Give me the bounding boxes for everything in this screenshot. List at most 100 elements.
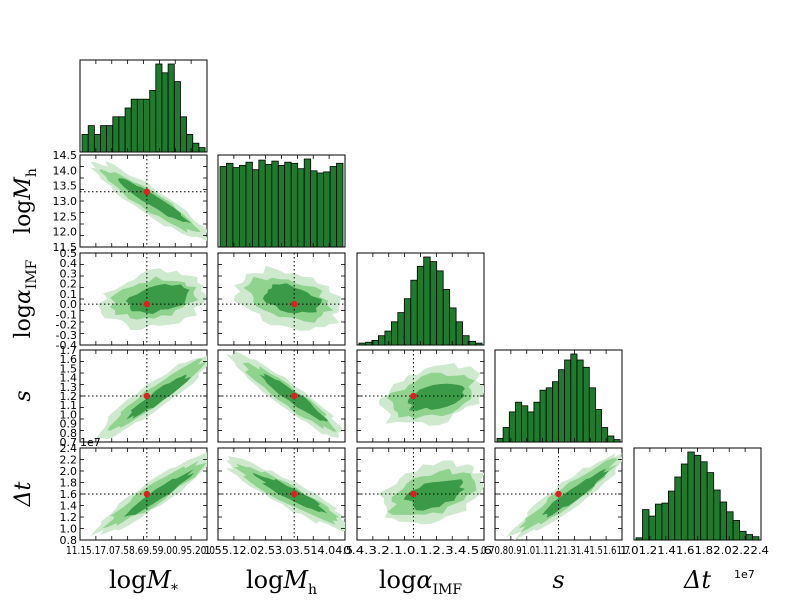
x-tick-labels: 0.4.3.2.1.0.1.2.3.4.5.6 xyxy=(343,544,492,557)
panel-Delta_t-vs-s xyxy=(494,447,623,541)
truth-marker xyxy=(410,490,417,498)
hist-bar xyxy=(161,72,169,153)
hist-bar xyxy=(732,520,740,541)
hist-bar xyxy=(245,161,253,248)
hist-bar xyxy=(219,166,227,248)
contours xyxy=(378,460,484,525)
axis-label-text: logMh xyxy=(246,566,317,598)
y-tick-label: 0.0 xyxy=(60,298,78,311)
hist-bar xyxy=(468,340,477,346)
contours xyxy=(233,265,341,331)
hist-bar xyxy=(264,163,273,248)
contour-inner xyxy=(126,374,191,420)
hist-bar xyxy=(706,472,715,541)
label-sub: IMF xyxy=(433,582,463,598)
hist-bar xyxy=(752,536,760,541)
hist-bar xyxy=(365,341,373,346)
label-var: s xyxy=(552,566,564,594)
hist-bar xyxy=(515,401,523,443)
hist-bar xyxy=(149,90,157,153)
axis-label-text: Δt xyxy=(683,566,711,594)
panel-Delta_t-vs-logMstar xyxy=(79,447,208,541)
hist-bar xyxy=(719,501,728,541)
x-tick-labels: 11.15.17.07.58.69.59.00.95.20.0 xyxy=(66,544,215,557)
label-fn: log xyxy=(109,566,147,594)
label-fn: log xyxy=(11,200,36,234)
truth-marker xyxy=(143,300,151,308)
contours xyxy=(96,355,207,440)
hist-bar xyxy=(545,387,553,443)
y-tick-label: 1.6 xyxy=(60,488,78,501)
axis-label-text: logαIMF xyxy=(379,566,463,598)
truth-marker xyxy=(555,490,562,498)
hist-bar xyxy=(462,335,470,346)
label-var: M xyxy=(11,177,36,201)
label-sub: h xyxy=(308,582,317,598)
hist-bar xyxy=(601,427,609,443)
y-tick-label: 14.0 xyxy=(53,164,78,177)
y-tick-label: 2.0 xyxy=(60,465,78,478)
hist-bar xyxy=(607,435,615,443)
hist-bar xyxy=(674,476,682,541)
hist-bar xyxy=(496,437,504,443)
y-axis-label-Delta_t: Δt xyxy=(11,481,36,507)
axis-label-text: s xyxy=(11,390,36,401)
hist-panel-Delta_t xyxy=(633,447,762,541)
y-tick-label: 1.7 xyxy=(60,344,78,357)
contours xyxy=(97,268,207,331)
panel-logMh-vs-logMstar xyxy=(79,154,208,248)
y-tick-label: 1.8 xyxy=(60,477,78,490)
hist-bar xyxy=(118,116,126,153)
hist-bar xyxy=(700,461,708,541)
hist-bar xyxy=(226,162,234,248)
hist-bar xyxy=(100,125,108,153)
y-tick-label: 2.2 xyxy=(60,454,78,467)
hist-bar xyxy=(693,454,702,541)
hist-bar xyxy=(442,288,451,346)
hist-bar xyxy=(251,169,260,248)
panel-s-vs-logalphaIMF xyxy=(356,349,485,443)
hist-bar xyxy=(297,168,305,248)
y-tick-label: 14.5 xyxy=(53,149,78,162)
hist-bar xyxy=(277,164,286,248)
contour-inner xyxy=(403,479,465,511)
y-tick-label: 1.4 xyxy=(60,500,78,513)
panel-logalphaIMF-vs-logMstar xyxy=(79,252,208,346)
label-fn: log xyxy=(246,566,284,594)
hist-bar xyxy=(316,172,325,248)
hist-bar xyxy=(232,167,240,248)
y-tick-label: 13.5 xyxy=(53,180,78,193)
contour-inner xyxy=(252,472,328,514)
x-axis-label-logalphaIMF: logαIMF xyxy=(379,566,463,598)
hist-bar xyxy=(539,389,547,443)
hist-bar xyxy=(687,451,695,541)
contour-inner xyxy=(125,283,190,314)
x-tick-labels: 1.01.21.41.61.82.02.22.4 xyxy=(620,544,769,557)
y-tick-label: 1.1 xyxy=(60,399,78,412)
y-tick-label: 1.3 xyxy=(60,381,78,394)
hist-bar xyxy=(533,401,541,443)
x-axis-label-logMh: logMh xyxy=(246,566,317,598)
contours xyxy=(378,362,484,426)
contour-inner xyxy=(123,469,195,517)
truth-marker xyxy=(291,300,298,308)
axis-label-text: logM* xyxy=(109,566,178,598)
x-tick-labels: 0.70.80.91.01.11.21.31.41.51.61.7 xyxy=(481,544,630,557)
label-fn: log xyxy=(379,566,417,594)
y-tick-label: -0.2 xyxy=(56,319,77,332)
hist-bar xyxy=(390,321,399,346)
y-tick-label: 1.5 xyxy=(60,362,78,375)
label-var: Δt xyxy=(11,481,36,507)
label-sub: * xyxy=(171,582,178,598)
label-sub: h xyxy=(24,168,40,177)
y-tick-label: 1.2 xyxy=(60,511,78,524)
hist-bar xyxy=(198,147,206,153)
truth-marker xyxy=(143,490,151,498)
axis-label-text: logαIMF xyxy=(11,259,40,338)
hist-bar xyxy=(416,265,425,346)
hist-bar xyxy=(87,125,95,153)
y-tick-label: -0.3 xyxy=(56,329,77,342)
label-fn: log xyxy=(11,304,36,338)
y-tick-label: 0.3 xyxy=(60,267,78,280)
hist-bar xyxy=(403,298,412,346)
